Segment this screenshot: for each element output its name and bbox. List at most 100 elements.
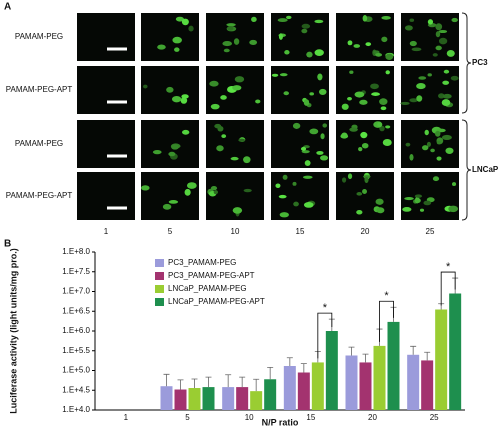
cell: [432, 53, 438, 57]
cell: [238, 138, 246, 142]
cell: [180, 97, 188, 104]
cell: [435, 45, 442, 51]
x-tick-label: 10: [245, 413, 254, 422]
cell: [213, 190, 218, 195]
cell: [320, 155, 329, 161]
cell: [162, 203, 172, 210]
cell: [186, 182, 197, 189]
cell: [436, 156, 442, 161]
cell: [300, 146, 307, 151]
cell: [243, 156, 251, 164]
cell: [227, 25, 234, 31]
cell: [171, 95, 182, 103]
cell: [286, 15, 292, 20]
cell: [303, 99, 310, 106]
cell: [226, 23, 236, 27]
bar: [236, 387, 249, 410]
error-bar: [163, 373, 170, 387]
cell: [282, 174, 288, 180]
cell: [220, 95, 227, 100]
x-tick-label: 15: [306, 413, 315, 422]
cell: [301, 150, 310, 154]
cell: [418, 76, 427, 80]
bar: [264, 379, 277, 410]
cell: [362, 188, 367, 194]
error-bar: [225, 374, 232, 388]
error-bar: [286, 357, 293, 366]
cell: [421, 145, 429, 151]
cell: [255, 99, 261, 104]
cell: [283, 91, 289, 96]
cell: [222, 41, 232, 47]
group-bracket: [461, 119, 472, 221]
cell: [175, 16, 184, 22]
cell: [304, 160, 311, 167]
cell: [243, 188, 252, 193]
significance-bracket: [379, 300, 394, 342]
cell: [364, 176, 369, 184]
cell: [210, 186, 218, 191]
cell: [409, 98, 418, 103]
cell: [318, 88, 327, 95]
cell: [435, 31, 441, 38]
cell: [377, 121, 382, 128]
cell: [356, 210, 363, 215]
cell: [381, 36, 388, 43]
cell: [349, 127, 358, 132]
micrograph: [77, 172, 135, 220]
cell: [409, 153, 414, 161]
cell: [275, 183, 281, 188]
cell: [279, 212, 289, 218]
cell: [375, 52, 383, 57]
cell: [416, 95, 423, 102]
cell: [443, 69, 450, 74]
y-tick-label: 1.E+6.5: [62, 306, 90, 315]
cell: [409, 40, 417, 47]
cell: [232, 207, 243, 214]
cell: [284, 50, 290, 55]
cell: [424, 129, 429, 136]
significance-star: *: [384, 290, 389, 302]
cell: [405, 142, 411, 147]
cell: [166, 86, 174, 93]
column-label: 25: [426, 227, 435, 236]
cell: [347, 40, 353, 46]
error-bar: [267, 366, 274, 380]
bar: [202, 387, 215, 410]
micrograph: [206, 120, 264, 168]
cell: [423, 200, 432, 206]
bar: [387, 321, 400, 410]
cell: [353, 44, 361, 48]
cell: [342, 177, 347, 183]
group-bracket: [461, 12, 472, 114]
legend-swatch: [155, 298, 164, 306]
bar: [359, 362, 372, 410]
error-bar: [410, 345, 417, 355]
cell: [306, 51, 313, 58]
bar: [407, 354, 420, 410]
x-tick-label: 1: [124, 413, 129, 422]
cell: [233, 38, 240, 45]
cell: [442, 80, 450, 85]
bar: [174, 389, 187, 410]
cell: [358, 147, 363, 152]
y-axis-label: Luciferase activity (light units/mg pro.…: [8, 248, 18, 414]
cell: [184, 188, 191, 196]
cell: [172, 36, 182, 44]
cell: [426, 141, 431, 147]
y-tick-label: 1.E+8.0: [62, 247, 90, 256]
cell: [356, 192, 363, 196]
cell: [210, 103, 220, 110]
cell: [359, 99, 368, 105]
cell: [209, 80, 219, 87]
y-tick-label: 1.E+6.0: [62, 326, 90, 335]
cell: [278, 33, 283, 40]
cell: [379, 98, 388, 105]
cell: [271, 73, 279, 77]
bar: [311, 362, 324, 410]
cell: [214, 123, 222, 129]
cell: [279, 73, 288, 77]
y-tick-label: 1.E+5.5: [62, 346, 90, 355]
cell: [441, 99, 451, 106]
column-label: 10: [231, 227, 240, 236]
